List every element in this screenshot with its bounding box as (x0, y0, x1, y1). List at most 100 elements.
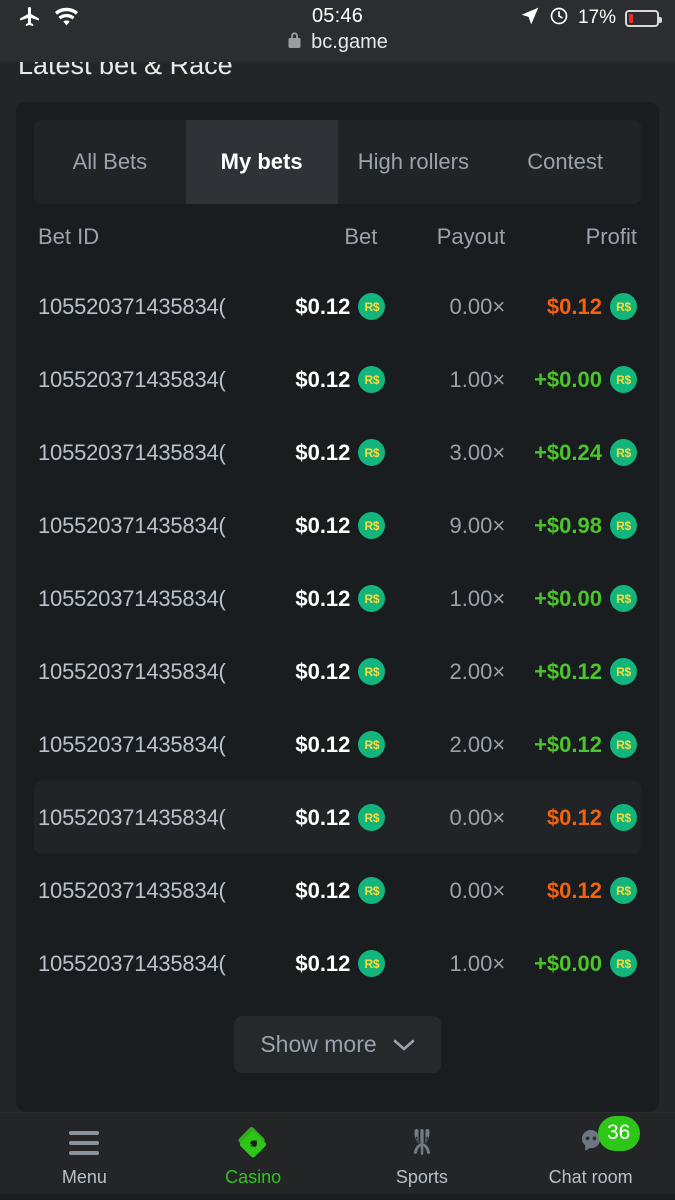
currency-badge-icon: R$ (358, 585, 386, 612)
nav-label-sports: Sports (395, 1166, 448, 1187)
currency-badge-icon: R$ (609, 731, 637, 758)
chevron-down-icon (393, 1031, 415, 1058)
status-bar-right: 17% (520, 6, 662, 31)
bet-amount-value: $0.12 (295, 731, 351, 757)
cell-bet-amount: $0.12 R$ (242, 512, 386, 539)
bets-tab-bar[interactable]: All Bets My bets High rollers Contest (34, 120, 641, 204)
profit-value: $0.12 (546, 804, 602, 830)
currency-badge-icon: R$ (358, 804, 386, 831)
hamburger-menu-icon (69, 1126, 100, 1160)
table-row[interactable]: 105520371435834($0.12 R$ 0.00× $0.12 R$ (34, 270, 641, 343)
cell-bet-id: 105520371435834( (38, 439, 226, 465)
table-row[interactable]: 105520371435834($0.12 R$ 0.00× $0.12 R$ (34, 781, 641, 854)
rotation-lock-icon (549, 6, 569, 31)
airplane-mode-icon (18, 5, 42, 34)
currency-badge-icon: R$ (609, 293, 637, 320)
table-row[interactable]: 105520371435834($0.12 R$ 0.00× $0.12 R$ (34, 854, 641, 927)
cell-profit: $0.12 R$ (505, 804, 637, 831)
cell-payout: 3.00× (449, 439, 506, 465)
currency-badge-icon: R$ (358, 877, 386, 904)
profit-value: +$0.24 (534, 439, 602, 465)
cell-bet-id: 105520371435834( (38, 512, 226, 538)
bet-amount-value: $0.12 (295, 293, 351, 319)
bet-amount-value: $0.12 (295, 366, 351, 392)
show-more-button[interactable]: Show more (234, 1016, 441, 1073)
show-more-wrapper: Show more (34, 1000, 641, 1095)
cell-profit: +$0.00 R$ (505, 950, 637, 977)
cell-bet-id: 105520371435834( (38, 293, 226, 319)
bet-amount-value: $0.12 (295, 585, 351, 611)
wifi-icon (54, 7, 79, 32)
bet-amount-value: $0.12 (295, 439, 351, 465)
location-arrow-icon (520, 6, 540, 31)
cell-bet-amount: $0.12 R$ (242, 731, 386, 758)
table-header-row: Bet ID Bet Payout Profit (34, 204, 641, 270)
show-more-label: Show more (260, 1031, 377, 1057)
bet-amount-value: $0.12 (295, 512, 351, 538)
cell-profit: +$0.00 R$ (505, 585, 637, 612)
bottom-navigation-bar: Menu Casino Sports (0, 1112, 675, 1200)
cell-payout: 1.00× (449, 585, 506, 611)
currency-badge-icon: R$ (609, 439, 637, 466)
cell-payout: 2.00× (449, 658, 506, 684)
column-header-profit: Profit (585, 224, 637, 249)
nav-item-casino[interactable]: Casino (169, 1126, 338, 1188)
battery-icon (625, 9, 662, 27)
table-row[interactable]: 105520371435834($0.12 R$ 9.00× +$0.98 R$ (34, 489, 641, 562)
cell-payout: 1.00× (449, 366, 506, 392)
cell-payout: 1.00× (449, 950, 506, 976)
table-row[interactable]: 105520371435834( $0.12 R$ 1.00× +$0.00 R$ (34, 927, 641, 1000)
bet-amount-value: $0.12 (295, 950, 351, 976)
cell-bet-id: 105520371435834( (38, 950, 226, 976)
currency-badge-icon: R$ (609, 366, 637, 393)
table-row[interactable]: 105520371435834($0.12 R$ 2.00× +$0.12 R$ (34, 635, 641, 708)
currency-badge-icon: R$ (609, 804, 637, 831)
cell-profit: $0.12 R$ (505, 877, 637, 904)
bet-amount-value: $0.12 (295, 804, 351, 830)
nav-item-menu[interactable]: Menu (0, 1126, 169, 1188)
latest-bets-card: All Bets My bets High rollers Contest Bet I… (16, 102, 659, 1112)
cell-bet-id: 105520371435834( (38, 877, 226, 903)
ghost-chat-icon: 36 (574, 1115, 640, 1160)
profit-value: +$0.00 (534, 366, 602, 392)
cell-payout: 0.00× (449, 877, 506, 903)
currency-badge-icon: R$ (358, 731, 386, 758)
tab-contest[interactable]: Contest (489, 120, 641, 204)
cell-bet-amount: $0.12 R$ (242, 293, 386, 320)
currency-badge-icon: R$ (609, 877, 637, 904)
browser-url-bar[interactable]: bc.game (0, 31, 675, 54)
table-row[interactable]: 105520371435834($0.12 R$ 2.00× +$0.12 R$ (34, 708, 641, 781)
cell-profit: +$0.24 R$ (505, 439, 637, 466)
table-row[interactable]: 105520371435834($0.12 R$ 1.00× +$0.00 R$ (34, 343, 641, 416)
nav-item-chat-room[interactable]: 36 Chat room (506, 1115, 675, 1188)
nav-label-menu: Menu (61, 1166, 107, 1187)
column-header-bet-id: Bet ID (38, 224, 100, 249)
currency-badge-icon: R$ (358, 293, 386, 320)
nav-item-sports[interactable]: Sports (338, 1126, 507, 1188)
tab-all-bets[interactable]: All Bets (34, 120, 186, 204)
bet-amount-value: $0.12 (295, 658, 351, 684)
cell-bet-amount: $0.12 R$ (242, 804, 386, 831)
tab-my-bets[interactable]: My bets (185, 120, 338, 204)
bets-table-body: 105520371435834($0.12 R$ 0.00× $0.12 R$ 10552… (34, 270, 641, 1000)
currency-badge-icon: R$ (609, 585, 637, 612)
cell-profit: +$0.00 R$ (505, 366, 637, 393)
tab-high-rollers[interactable]: High rollers (338, 120, 490, 204)
nav-label-casino: Casino (225, 1166, 282, 1187)
table-row[interactable]: 105520371435834( $0.12 R$ 3.00× +$0.24 R$ (34, 416, 641, 489)
profit-value: +$0.12 (534, 658, 602, 684)
currency-badge-icon: R$ (609, 950, 637, 977)
cell-bet-amount: $0.12 R$ (242, 950, 386, 977)
currency-badge-icon: R$ (358, 439, 386, 466)
casino-diamond-icon (235, 1126, 271, 1160)
column-header-bet: Bet (344, 224, 378, 249)
cell-payout: 0.00× (449, 804, 506, 830)
table-row[interactable]: 105520371435834( $0.12 R$ 1.00× +$0.00 R$ (34, 562, 641, 635)
battery-percent-label: 17% (577, 7, 616, 28)
cell-bet-id: 105520371435834( (38, 585, 226, 611)
column-header-payout: Payout (436, 224, 506, 249)
profit-value: +$0.00 (534, 950, 602, 976)
cell-bet-amount: $0.12 R$ (242, 658, 386, 685)
nav-label-chat-room: Chat room (548, 1166, 633, 1187)
